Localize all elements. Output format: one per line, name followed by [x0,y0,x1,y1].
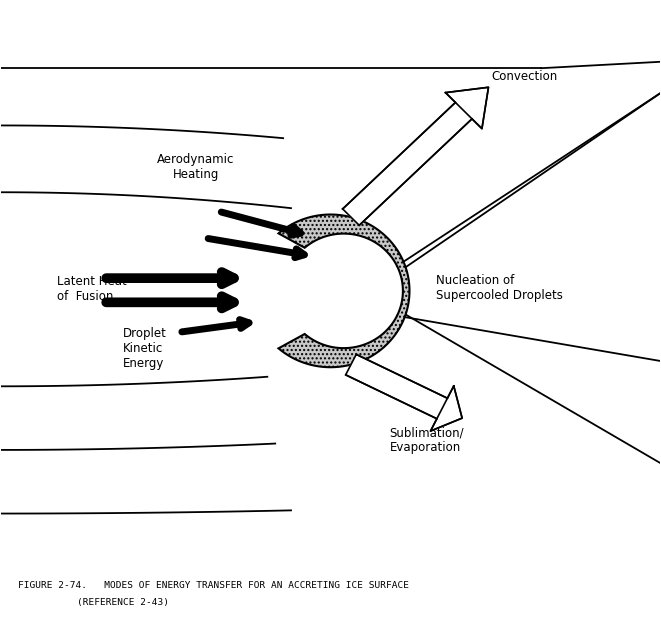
Text: Latent Heat
of  Fusion: Latent Heat of Fusion [58,275,127,303]
Polygon shape [278,215,409,367]
Text: Droplet
Kinetic
Energy: Droplet Kinetic Energy [123,327,167,369]
Text: FIGURE 2-74.   MODES OF ENERGY TRANSFER FOR AN ACCRETING ICE SURFACE: FIGURE 2-74. MODES OF ENERGY TRANSFER FO… [18,581,409,590]
Text: (REFERENCE 2-43): (REFERENCE 2-43) [77,598,169,607]
Text: Convection: Convection [492,70,558,83]
Text: Sublimation/
Evaporation: Sublimation/ Evaporation [390,426,465,454]
Text: Nucleation of
Supercooled Droplets: Nucleation of Supercooled Droplets [436,273,563,302]
Text: Aerodynamic
Heating: Aerodynamic Heating [157,153,234,181]
Polygon shape [342,88,488,226]
Polygon shape [346,355,462,431]
